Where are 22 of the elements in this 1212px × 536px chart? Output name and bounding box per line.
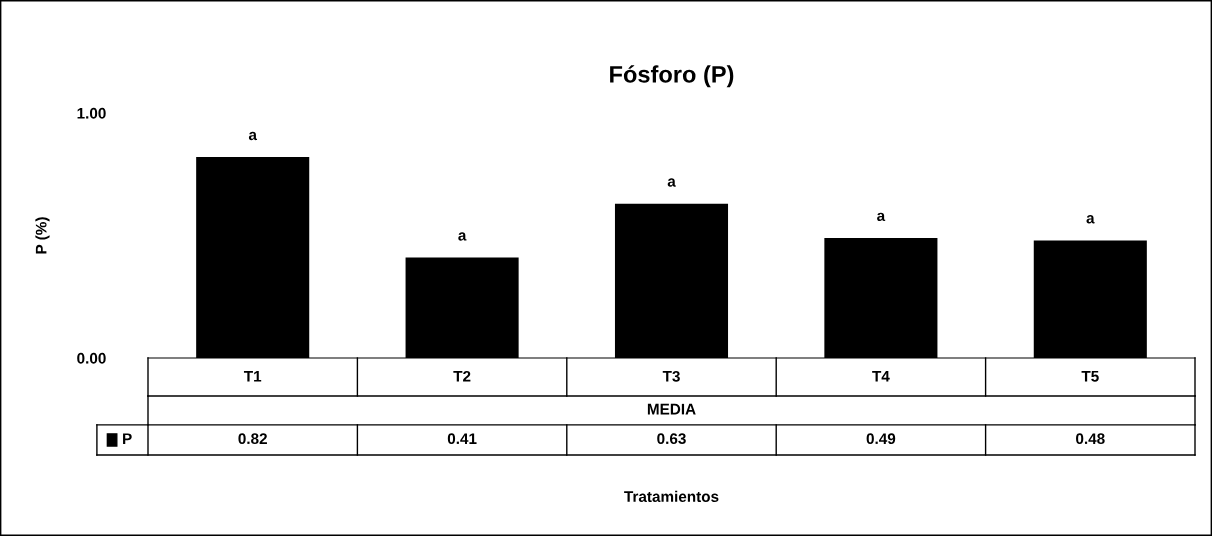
chart-title: Fósforo (P) bbox=[610, 65, 734, 88]
x-tick-label: T4 bbox=[872, 371, 890, 382]
data-label: 0.49 bbox=[866, 433, 896, 445]
y-axis-title: P (%) bbox=[35, 217, 50, 254]
annotation: a bbox=[1086, 215, 1095, 224]
annotation: a bbox=[248, 131, 258, 141]
annotation: a bbox=[877, 212, 886, 222]
data-label: 0.63 bbox=[657, 433, 686, 445]
x-tick-label: T2 bbox=[453, 370, 471, 382]
x-tick-label: T1 bbox=[243, 371, 262, 382]
annotation: a bbox=[667, 178, 676, 187]
y-tick-label: 0.00 bbox=[77, 352, 106, 364]
annotation: a bbox=[458, 232, 467, 241]
data-label: 0.48 bbox=[1076, 433, 1105, 445]
data-label: 0.82 bbox=[238, 433, 267, 445]
y-tick-label: 1.00 bbox=[77, 107, 106, 119]
legend-label: P bbox=[123, 433, 132, 444]
text: Tratamientos bbox=[624, 490, 719, 502]
text: MEDIA bbox=[647, 403, 696, 415]
data-label: 0.41 bbox=[447, 433, 477, 445]
x-tick-label: T5 bbox=[1081, 371, 1099, 382]
x-tick-label: T3 bbox=[662, 370, 680, 382]
